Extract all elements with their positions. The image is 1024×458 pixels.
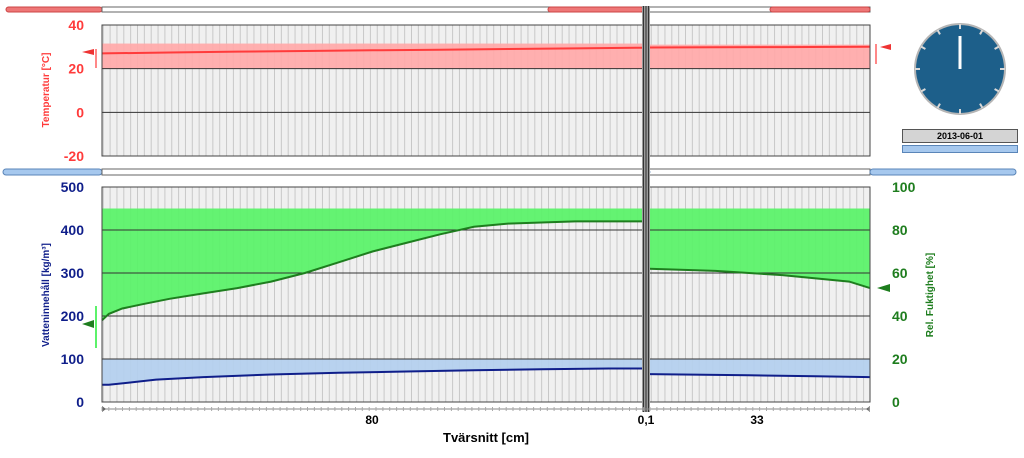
clock-tick-7 <box>936 103 941 109</box>
moist-right-y-ticks: 100 80 60 40 20 0 <box>892 179 916 410</box>
temp-band-left <box>102 43 643 69</box>
middle-range-right-handle[interactable] <box>869 168 1017 176</box>
moist-left-y-tick-0: 500 <box>61 179 85 195</box>
temp-band <box>102 43 870 69</box>
temp-line <box>101 45 871 55</box>
middle-range-track <box>101 168 871 176</box>
moist-left-y-tick-5: 0 <box>76 394 84 410</box>
temp-y-tick-3: -20 <box>64 148 84 164</box>
water-series-line-1 <box>102 367 643 386</box>
top-range-left-handle[interactable] <box>5 6 103 13</box>
moist-left-y-tick-3: 200 <box>61 308 85 324</box>
clock-tick-1 <box>979 29 984 35</box>
moist-right-y-axis-label: Rel. Fuktighet [%] <box>925 253 936 337</box>
moist-left-y-ticks: 500 400 300 200 100 0 <box>61 179 85 410</box>
temp-plot-border <box>101 24 871 157</box>
top-range-mid-handle[interactable] <box>547 6 644 13</box>
moist-left-y-tick-2: 300 <box>61 265 85 281</box>
water-series-line-2 <box>648 373 871 379</box>
rh-series-line-2 <box>648 267 871 290</box>
moist-right-y-tick-3: 40 <box>892 308 908 324</box>
rh-band-1 <box>102 208 643 321</box>
moist-lines <box>101 220 871 386</box>
time-clock <box>914 23 1006 115</box>
middle-range-bar[interactable] <box>2 168 1017 176</box>
temp-band-right <box>649 44 870 69</box>
x-axis-left-arrow <box>102 406 106 412</box>
x-axis-label: Tvärsnitt [cm] <box>443 430 529 445</box>
clock-tick-10 <box>920 45 926 50</box>
moist-right-y-tick-2: 60 <box>892 265 908 281</box>
temp-horizontal-grid <box>102 68 870 113</box>
temperature-chart: 40 20 0 -20 Temperatur [°C] <box>41 17 891 164</box>
x-axis-ticks <box>101 407 870 411</box>
moist-plot-border <box>101 186 871 403</box>
rh-band-2 <box>649 208 870 289</box>
clock-ticks <box>915 24 1005 114</box>
layer-divider[interactable] <box>642 6 650 412</box>
clock-tick-11 <box>936 29 941 35</box>
moist-right-y-tick-5: 0 <box>892 394 900 410</box>
top-range-right-handle[interactable] <box>769 6 871 13</box>
middle-range-left-handle[interactable] <box>2 168 103 176</box>
temp-y-tick-0: 40 <box>68 17 84 33</box>
clock-tick-8 <box>920 88 926 93</box>
clock-tick-2 <box>994 45 1000 50</box>
temp-y-axis-label: Temperatur [°C] <box>41 53 52 128</box>
moist-left-y-tick-4: 100 <box>61 351 85 367</box>
layer-label-3: 33 <box>750 413 764 427</box>
layer-label-1: 80 <box>365 413 379 427</box>
temp-y-tick-1: 20 <box>68 61 84 77</box>
water-band-2 <box>649 359 870 378</box>
moist-right-y-tick-0: 100 <box>892 179 916 195</box>
layer-label-2: 0,1 <box>638 413 655 427</box>
moist-left-y-tick-1: 400 <box>61 222 85 238</box>
top-range-track <box>101 6 871 13</box>
clock-tick-4 <box>994 88 1000 93</box>
moist-left-boundary-marker[interactable] <box>82 320 94 328</box>
moist-right-y-tick-1: 80 <box>892 222 908 238</box>
date-progress-bar[interactable] <box>902 145 1018 153</box>
temp-series-line-0 <box>101 46 644 55</box>
x-axis: 80 0,1 33 Tvärsnitt [cm] <box>101 406 870 445</box>
date-display: 2013-06-01 <box>902 129 1018 143</box>
moist-left-y-axis-label: Vatteninnehåll [kg/m³] <box>40 243 52 347</box>
temp-y-tick-2: 0 <box>76 104 84 120</box>
temp-series-line-1 <box>648 45 871 49</box>
top-range-bar[interactable] <box>5 6 871 13</box>
moist-right-y-tick-4: 20 <box>892 351 908 367</box>
moist-right-boundary-marker[interactable] <box>877 284 890 292</box>
rh-series-line-1 <box>101 220 643 322</box>
clock-tick-5 <box>979 103 984 109</box>
temp-left-boundary-marker[interactable] <box>82 49 94 55</box>
temp-y-ticks: 40 20 0 -20 <box>64 17 84 164</box>
temp-right-boundary-marker[interactable] <box>880 44 891 50</box>
